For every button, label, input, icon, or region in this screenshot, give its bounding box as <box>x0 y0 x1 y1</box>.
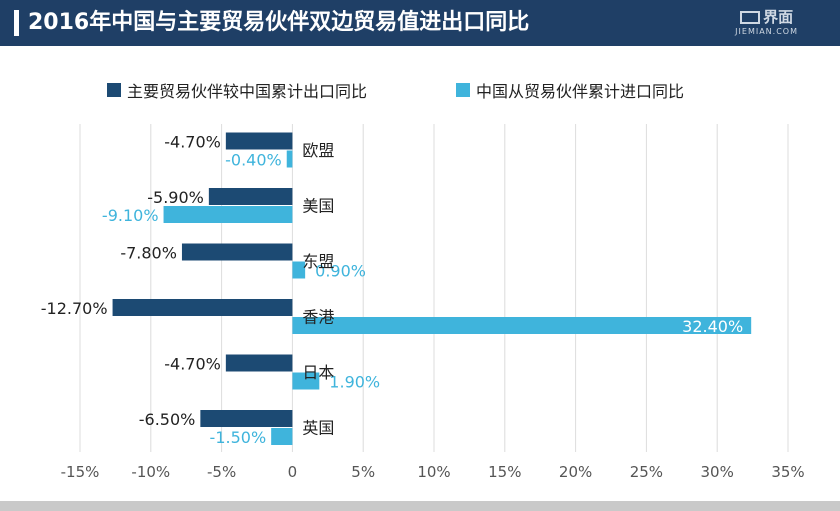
bar-export <box>200 410 293 427</box>
bar-import <box>292 317 752 334</box>
bar-import <box>292 261 306 279</box>
logo-text: 界面 <box>763 8 794 26</box>
data-label: -5.90% <box>147 188 204 207</box>
data-label: -0.40% <box>225 151 282 170</box>
category-label: 香港 <box>302 308 334 327</box>
x-tick-label: 0 <box>288 463 298 481</box>
data-label: -9.10% <box>102 206 159 225</box>
legend-swatch-import <box>456 83 470 97</box>
x-tick-label: -5% <box>207 463 236 481</box>
category-label: 东盟 <box>302 252 334 271</box>
logo-icon <box>740 11 761 24</box>
bar-export <box>225 354 293 372</box>
legend-swatch-export <box>107 83 121 97</box>
header-accent-bar <box>14 10 19 36</box>
bottom-bar <box>0 501 840 511</box>
x-tick-label: 10% <box>417 463 450 481</box>
bar-export <box>208 188 293 205</box>
x-tick-label: 5% <box>351 463 375 481</box>
bar-export <box>225 132 293 150</box>
logo-subtitle: JIEMIAN.COM <box>735 27 798 36</box>
data-label: -4.70% <box>164 355 221 374</box>
data-label: -6.50% <box>139 410 196 429</box>
x-tick-label: -10% <box>131 463 170 481</box>
category-label: 欧盟 <box>302 141 334 160</box>
data-label: 0.90% <box>315 262 366 281</box>
legend-label-export: 主要贸易伙伴较中国累计出口同比 <box>127 82 368 101</box>
bar-import <box>286 150 293 168</box>
bar-export <box>181 243 293 261</box>
data-label: -1.50% <box>210 428 267 447</box>
category-label: 日本 <box>302 363 334 382</box>
legend-item-export: 主要贸易伙伴较中国累计出口同比 <box>107 78 367 102</box>
chart-legend: 主要贸易伙伴较中国累计出口同比 中国从贸易伙伴累计进口同比 <box>0 78 840 104</box>
bar-import <box>163 206 293 223</box>
legend-item-import: 中国从贸易伙伴累计进口同比 <box>456 78 684 102</box>
x-tick-label: 15% <box>488 463 521 481</box>
x-tick-label: 30% <box>701 463 734 481</box>
data-label: -12.70% <box>41 299 108 318</box>
category-label: 美国 <box>302 197 334 216</box>
bar-export <box>112 299 293 316</box>
chart-title: 2016年中国与主要贸易伙伴双边贸易值进出口同比 <box>28 10 530 35</box>
data-label: -7.80% <box>120 244 177 263</box>
data-label: 1.90% <box>329 373 380 392</box>
data-label: 32.40% <box>682 317 743 336</box>
bar-import <box>292 372 320 390</box>
x-tick-label: 35% <box>771 463 804 481</box>
jiemian-logo: 界面 JIEMIAN.COM <box>735 8 798 37</box>
legend-label-import: 中国从贸易伙伴累计进口同比 <box>476 82 685 101</box>
x-tick-label: 25% <box>630 463 663 481</box>
x-tick-label: 20% <box>559 463 592 481</box>
chart-header: 2016年中国与主要贸易伙伴双边贸易值进出口同比 界面 JIEMIAN.COM <box>0 0 840 46</box>
data-label: -4.70% <box>164 133 221 152</box>
category-label: 英国 <box>302 419 334 438</box>
bar-import <box>271 428 293 445</box>
x-tick-label: -15% <box>61 463 100 481</box>
